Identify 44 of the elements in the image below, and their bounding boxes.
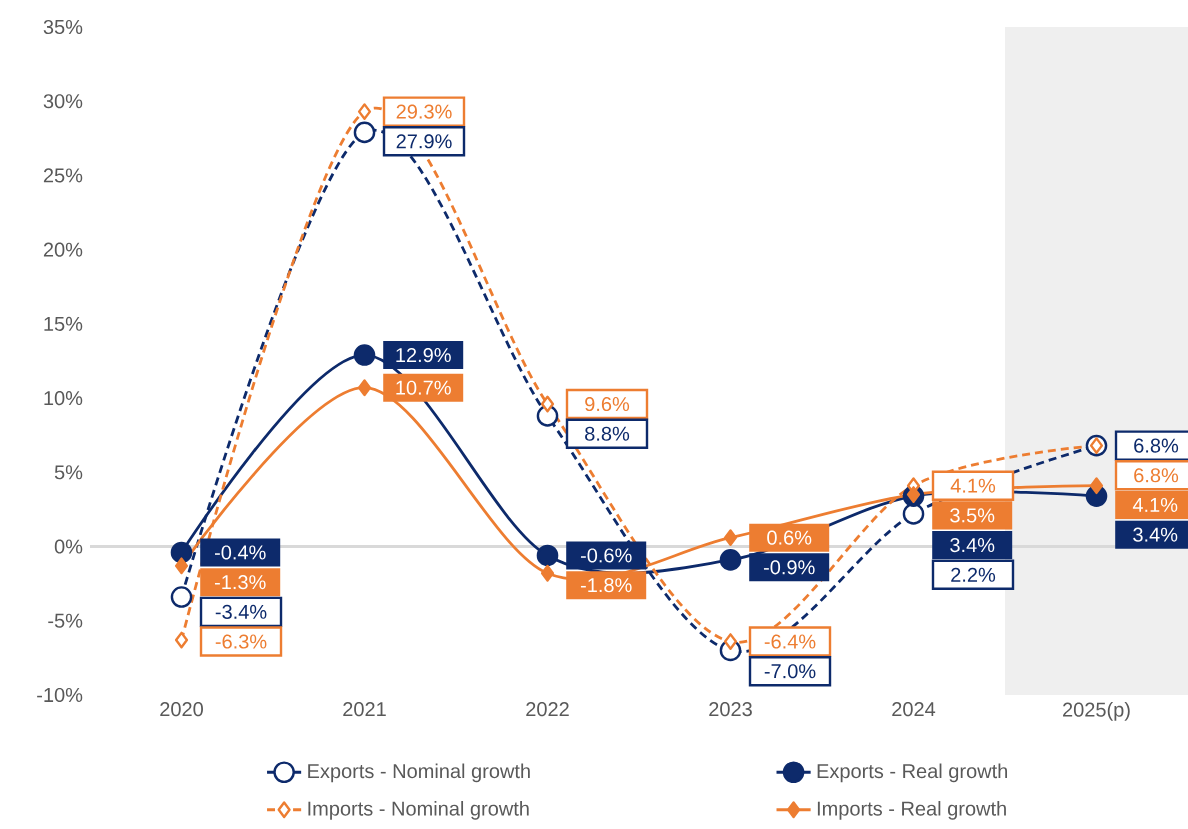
legend-label: Imports - Real growth [817, 801, 1006, 820]
y-tick-label: 30% [43, 94, 83, 109]
y-tick-label: 25% [43, 168, 83, 183]
data-label: -1.8% [580, 578, 632, 593]
legend-label: Imports - Nominal growth [308, 801, 529, 820]
y-tick-label: 5% [54, 465, 83, 480]
data-label: 9.6% [585, 396, 630, 412]
y-tick-label: 0% [54, 539, 83, 554]
data-label: -3.4% [215, 604, 267, 619]
x-tick-label: 2024 [892, 702, 936, 717]
data-label: -6.3% [215, 634, 267, 649]
x-tick-label: 2025(p) [1063, 702, 1130, 721]
data-label: 27.9% [396, 134, 452, 149]
data-label: 3.5% [950, 508, 995, 523]
data-label: -6.4% [764, 634, 816, 649]
data-label: -0.9% [763, 560, 815, 575]
data-label: 8.8% [585, 426, 630, 441]
data-label: 10.7% [396, 380, 451, 395]
legend-label: Exports - Nominal growth [308, 763, 530, 783]
x-tick-label: 2023 [709, 702, 752, 717]
data-label: 2.2% [951, 567, 996, 582]
data-label: 4.1% [950, 478, 996, 493]
legend-label: Exports - Real growth [817, 763, 1008, 783]
data-label: 6.8% [1134, 468, 1179, 483]
y-tick-label: 10% [44, 391, 83, 406]
data-label: 0.6% [767, 530, 812, 545]
y-tick-label: 15% [44, 316, 83, 331]
y-tick-label: -10% [37, 687, 83, 703]
data-label: -0.4% [214, 545, 266, 560]
data-label: 3.4% [1133, 527, 1178, 542]
y-tick-label: 35% [43, 19, 83, 35]
x-tick-label: 2022 [526, 702, 569, 717]
data-label: -0.6% [580, 548, 632, 563]
data-label: -7.0% [764, 664, 816, 679]
data-label: 3.4% [950, 537, 995, 553]
x-tick-label: 2020 [160, 702, 203, 717]
data-label: -1.3% [214, 575, 266, 590]
data-label: 12.9% [396, 347, 451, 363]
data-label: 6.8% [1134, 438, 1179, 453]
y-tick-label: -5% [48, 613, 83, 628]
y-tick-label: 20% [43, 242, 83, 257]
data-label: 4.1% [1132, 497, 1178, 512]
x-tick-label: 2021 [343, 702, 386, 717]
data-label: 29.3% [396, 104, 452, 119]
